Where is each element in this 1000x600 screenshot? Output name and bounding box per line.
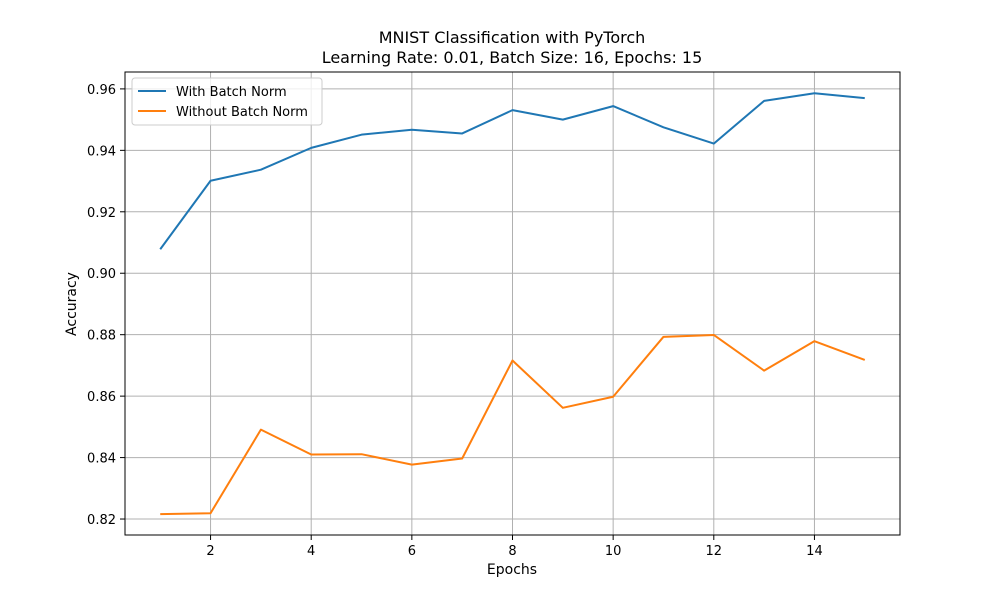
legend: With Batch Norm Without Batch Norm (131, 77, 323, 126)
series-line-with-batch-norm (159, 92, 865, 250)
axis-ticks: 2 4 6 8 10 12 14 0.82 0.84 0.86 0.88 0.90 0.92 0.94 0.… (87, 83, 823, 559)
chart-title-line-2: Learning Rate: 0.01, Batch Size: 16, Epo… (322, 48, 703, 67)
chart-title-line-1: MNIST Classification with PyTorch (379, 28, 646, 47)
series-line-without-batch-norm (160, 333, 866, 516)
x-tick-label: 14 (806, 544, 823, 559)
y-tick-label: 0.92 (87, 206, 116, 221)
y-tick-label: 0.90 (87, 267, 116, 282)
series-lines (159, 92, 866, 516)
x-tick-label: 2 (206, 544, 214, 559)
y-axis-label: Accuracy (64, 272, 80, 336)
y-tick-label: 0.94 (87, 144, 116, 159)
x-tick-label: 12 (706, 544, 723, 559)
y-tick-label: 0.82 (87, 513, 116, 528)
x-axis-label: Epochs (487, 562, 537, 578)
legend-label-with-batch-norm: With Batch Norm (176, 85, 287, 100)
grid-lines (125, 72, 900, 535)
y-tick-label: 0.84 (87, 452, 116, 467)
legend-box (131, 77, 323, 126)
x-tick-label: 6 (408, 544, 416, 559)
y-tick-label: 0.96 (87, 83, 116, 98)
x-tick-label: 4 (307, 544, 315, 559)
y-tick-label: 0.86 (87, 390, 116, 405)
legend-label-without-batch-norm: Without Batch Norm (176, 105, 308, 120)
x-tick-label: 8 (508, 544, 516, 559)
y-tick-label: 0.88 (87, 329, 116, 344)
x-tick-label: 10 (605, 544, 622, 559)
